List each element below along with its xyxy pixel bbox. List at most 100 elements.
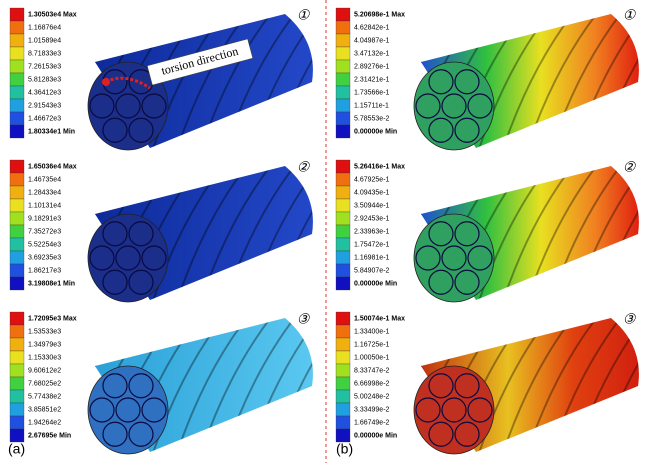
legend-label: 3.50944e-1 [354,202,390,209]
legend-swatch [336,364,350,377]
legend-swatch [10,47,24,60]
legend-label: 1.16876e4 [28,24,61,31]
legend-swatch [10,160,24,173]
legend-label: 6.66998e-2 [354,380,390,387]
legend-swatch [10,416,24,429]
legend-swatch [10,364,24,377]
legend-label: 2.92453e-1 [354,215,390,222]
legend-swatch [10,390,24,403]
legend-label: 1.34979e3 [28,341,61,348]
rope-end [414,214,494,302]
legend-label: 4.36412e3 [28,89,61,96]
legend-swatch [10,325,24,338]
panel-label: (b) [336,441,353,457]
legend-label: 3.33499e-2 [354,406,390,413]
legend-label: 1.53533e3 [28,328,61,335]
legend-label: 1.10131e4 [28,202,61,209]
legend-label: 9.60612e2 [28,367,61,374]
legend-label: 3.85851e2 [28,406,61,413]
legend-swatch [10,251,24,264]
legend-label: 1.72095e3 Max [28,315,77,322]
legend-label: 2.67695e Min [28,432,71,439]
legend-label: 1.28433e4 [28,189,61,196]
legend-label: 7.26153e3 [28,63,61,70]
legend-label: 8.33747e-2 [354,367,390,374]
legend-label: 4.67925e-1 [354,176,390,183]
legend-swatch [336,21,350,34]
legend-swatch [10,186,24,199]
legend-label: 1.66749e-2 [354,419,390,426]
legend-swatch [10,173,24,186]
legend-swatch [336,377,350,390]
legend-swatch [10,338,24,351]
legend-swatch [10,312,24,325]
rope-end [88,214,168,302]
legend-swatch [336,390,350,403]
legend-label: 1.73566e-1 [354,89,390,96]
legend-swatch [336,351,350,364]
legend-label: 1.46735e4 [28,176,61,183]
panel-badge: ① [297,7,311,23]
legend-label: 7.35272e3 [28,228,61,235]
legend-label: 1.15711e-1 [354,102,389,109]
legend-swatch [336,86,350,99]
legend-label: 0.00000e Min [354,280,397,287]
legend-label: 5.20698e-1 Max [354,11,405,18]
panel-badge: ① [623,7,637,23]
legend-swatch [336,251,350,264]
legend-swatch [10,277,24,290]
legend-label: 1.33400e-1 [354,328,390,335]
legend-label: 3.47132e-1 [354,50,390,57]
legend-swatch [10,225,24,238]
legend-swatch [10,34,24,47]
legend-label: 9.18291e3 [28,215,61,222]
legend-swatch [336,403,350,416]
legend-swatch [336,60,350,73]
legend-swatch [10,112,24,125]
panel-badge: ② [297,159,311,175]
legend-label: 3.69235e3 [28,254,61,261]
legend-swatch [10,86,24,99]
panel-badge: ③ [623,311,637,327]
rope-end [88,366,168,454]
legend-label: 1.46672e3 [28,115,61,122]
legend-swatch [336,186,350,199]
legend-swatch [10,238,24,251]
legend-swatch [10,60,24,73]
panel-badge: ② [623,159,637,175]
legend-swatch [10,377,24,390]
legend-swatch [336,212,350,225]
legend-label: 5.77438e2 [28,393,61,400]
legend-label: 1.75472e-1 [354,241,390,248]
legend-swatch [10,125,24,138]
legend-swatch [10,99,24,112]
legend-label: 4.62842e-1 [354,24,390,31]
legend-swatch [336,73,350,86]
legend-label: 5.00248e-2 [354,393,390,400]
legend-swatch [336,112,350,125]
legend-label: 1.30503e4 Max [28,11,77,18]
legend-label: 1.65036e4 Max [28,163,77,170]
legend-swatch [10,21,24,34]
legend-label: 5.26416e-1 Max [354,163,405,170]
legend-swatch [10,199,24,212]
panel-badge: ③ [297,311,311,327]
legend-swatch [10,212,24,225]
legend-swatch [336,325,350,338]
legend-swatch [336,47,350,60]
rope-end [414,366,494,454]
legend-label: 1.50074e-1 Max [354,315,405,322]
legend-label: 4.04987e-1 [354,37,390,44]
legend-label: 0.00000e Min [354,432,397,439]
rope-end [414,62,494,150]
legend-label: 1.16725e-1 [354,341,390,348]
legend-label: 0.00000e Min [354,128,397,135]
legend-label: 1.86217e3 [28,267,61,274]
legend-swatch [336,225,350,238]
legend-swatch [336,429,350,442]
legend-swatch [10,429,24,442]
figure: (a) (b) 1.30503e4 Max1.16876e41.01589e48… [0,0,651,463]
legend-label: 5.84907e-2 [354,267,390,274]
legend-swatch [336,8,350,21]
panel-label: (a) [8,441,25,457]
